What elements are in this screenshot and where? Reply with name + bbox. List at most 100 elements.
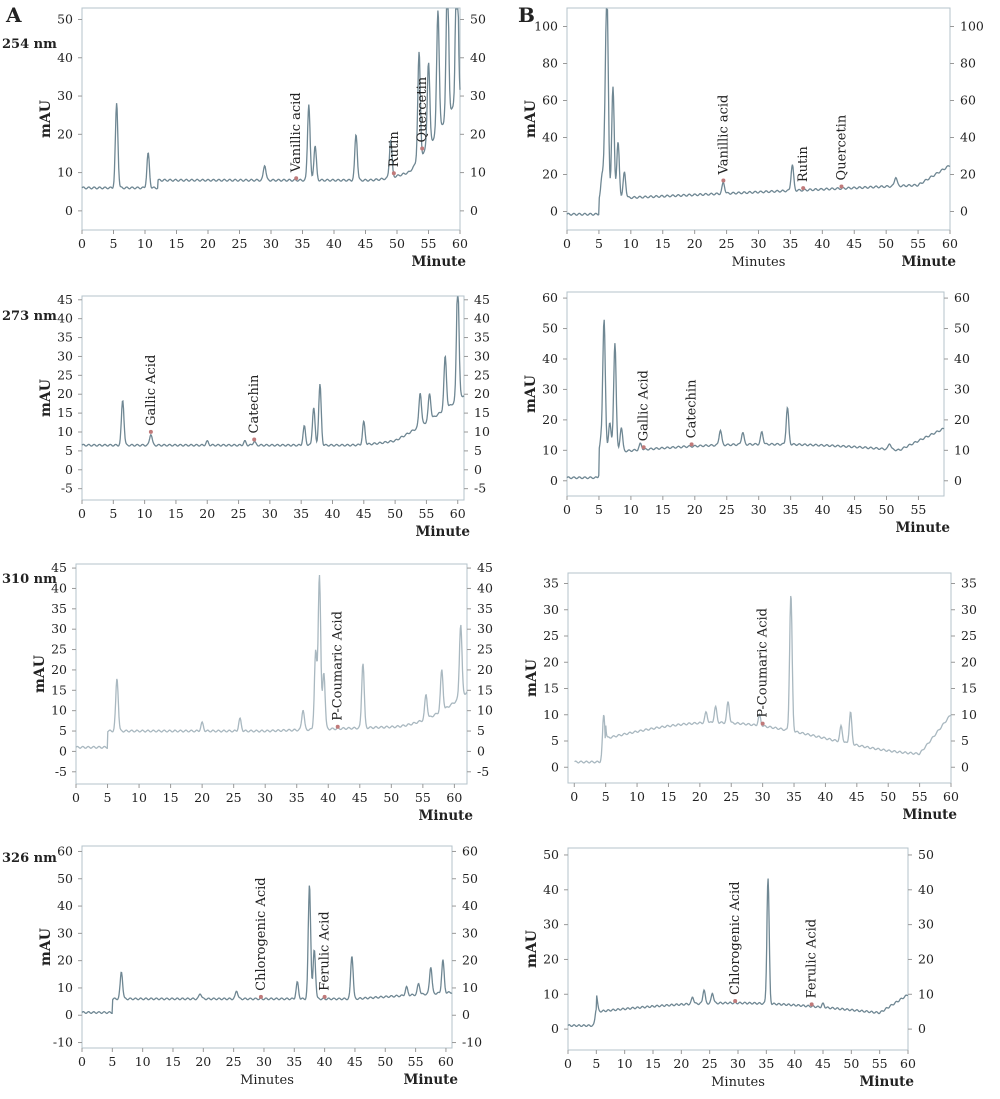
y-tick-label-right: 40 xyxy=(470,50,486,65)
x-tick-label: 55 xyxy=(408,1054,424,1069)
x-tick-label: 30 xyxy=(751,236,767,251)
x-tick-label: 5 xyxy=(109,506,117,521)
x-tick-label: 10 xyxy=(137,236,153,251)
y-axis-label: mAU xyxy=(38,379,54,417)
y-axis-label: mAU xyxy=(523,100,539,138)
x-tick-label: 20 xyxy=(692,789,708,804)
y-tick-label-left: 50 xyxy=(57,11,73,26)
y-tick-label-left: 10 xyxy=(543,986,559,1001)
x-tick-label: 40 xyxy=(817,789,833,804)
chart-B4: 0 5 10 15 20 25 30 35 40 45 50 55 60 0 0 10 10 20 20 30 30 40… xyxy=(524,847,934,1090)
x-tick-label: 55 xyxy=(910,236,926,251)
peak-annotation: Chlorogenic Acid xyxy=(728,882,743,995)
annotation-marker xyxy=(809,1002,814,1007)
peak-annotation: Vanillic acid xyxy=(716,95,731,176)
y-tick-label-right: 15 xyxy=(477,682,493,697)
y-tick-label-left: 10 xyxy=(57,424,73,439)
y-tick-label-left: 45 xyxy=(57,292,73,307)
y-tick-label-right: 25 xyxy=(474,367,490,382)
x-tick-label: 35 xyxy=(782,236,798,251)
y-axis-label: mAU xyxy=(38,928,54,966)
y-tick-label-right: 0 xyxy=(474,462,482,477)
y-tick-label-left: -5 xyxy=(55,764,67,779)
x-tick-label: 20 xyxy=(687,236,703,251)
x-tick-label: 25 xyxy=(702,1056,718,1071)
chromatogram-trace xyxy=(567,878,908,1028)
y-tick-label-left: 60 xyxy=(542,290,558,305)
x-tick-label: 35 xyxy=(293,506,309,521)
y-tick-label-left: 10 xyxy=(51,703,67,718)
x-tick-label: 55 xyxy=(421,236,437,251)
y-tick-label-right: 20 xyxy=(960,167,976,182)
y-tick-label-right: 15 xyxy=(474,405,490,420)
chromatogram-trace xyxy=(566,8,951,216)
y-tick-label-right: 20 xyxy=(470,126,486,141)
x-tick-label: 55 xyxy=(912,789,928,804)
y-tick-label-left: 40 xyxy=(57,50,73,65)
x-tick-label: 25 xyxy=(226,1054,242,1069)
y-tick-label-right: 40 xyxy=(954,351,970,366)
x-tick-label: 0 xyxy=(78,506,86,521)
y-tick-label-left: 30 xyxy=(543,602,559,617)
x-tick-label: 5 xyxy=(110,236,118,251)
x-tick-label: 40 xyxy=(814,236,830,251)
y-tick-label-right: -5 xyxy=(474,481,486,496)
y-tick-label-left: 10 xyxy=(57,165,73,180)
y-tick-label-left: 80 xyxy=(542,56,558,71)
y-tick-label-left: 10 xyxy=(542,442,558,457)
y-tick-label-left: 50 xyxy=(542,321,558,336)
annotation-marker xyxy=(689,442,694,447)
y-tick-label-left: 10 xyxy=(543,707,559,722)
x-tick-label: 35 xyxy=(758,1056,774,1071)
x-tick-label: 60 xyxy=(452,236,468,251)
panel-label-b: B xyxy=(518,3,535,27)
y-tick-label-right: 20 xyxy=(954,412,970,427)
x-tick-label: 15 xyxy=(163,790,179,805)
y-tick-label-left: 40 xyxy=(542,130,558,145)
y-tick-label-left: 40 xyxy=(542,351,558,366)
annotation-marker xyxy=(252,437,257,442)
x-tick-label: 25 xyxy=(723,789,739,804)
y-tick-label-right: 60 xyxy=(954,290,970,305)
x-tick-label: 50 xyxy=(377,1054,393,1069)
y-tick-label-right: 60 xyxy=(462,843,478,858)
y-tick-label-right: 45 xyxy=(474,292,490,307)
y-tick-label-right: 10 xyxy=(470,165,486,180)
y-tick-label-left: 40 xyxy=(543,882,559,897)
peak-annotation: Ferulic Acid xyxy=(318,911,333,990)
y-tick-label-left: 50 xyxy=(57,871,73,886)
x-tick-label: 50 xyxy=(880,789,896,804)
y-tick-label-left: 10 xyxy=(57,980,73,995)
y-tick-label-right: 20 xyxy=(477,662,493,677)
annotation-marker xyxy=(721,178,726,183)
wavelength-label-273: 273 nm xyxy=(2,309,57,324)
x-axis-label: Minute xyxy=(895,520,950,536)
x-tick-label: 35 xyxy=(289,790,305,805)
plot-frame xyxy=(566,291,945,497)
x-tick-label: 20 xyxy=(199,506,215,521)
chart-A4: 0 5 10 15 20 25 30 35 40 45 50 55 60 -10 -10 0 0 10 10 20 20… xyxy=(38,843,482,1088)
y-tick-label-right: 10 xyxy=(961,707,977,722)
y-tick-label-right: 25 xyxy=(961,628,977,643)
y-tick-label-right: 5 xyxy=(474,443,482,458)
y-tick-label-left: 30 xyxy=(57,348,73,363)
y-tick-label-left: 15 xyxy=(51,682,67,697)
chromatogram-trace xyxy=(81,296,465,447)
y-tick-label-right: 0 xyxy=(961,759,969,774)
x-axis-label: Minute xyxy=(859,1074,914,1090)
y-tick-label-right: 35 xyxy=(477,601,493,616)
x-tick-label: 60 xyxy=(900,1056,916,1071)
y-tick-label-right: 35 xyxy=(961,576,977,591)
peak-annotation: Gallic Acid xyxy=(637,370,652,441)
y-tick-label-right: 60 xyxy=(960,93,976,108)
x-axis-label-secondary: Minutes xyxy=(240,1073,294,1088)
y-axis-label: mAU xyxy=(524,659,540,697)
x-tick-label: 5 xyxy=(602,789,610,804)
y-tick-label-left: 20 xyxy=(542,412,558,427)
x-tick-label: 0 xyxy=(78,236,86,251)
chromatogram-trace xyxy=(566,319,945,480)
x-tick-label: 55 xyxy=(872,1056,888,1071)
x-tick-label: 40 xyxy=(325,506,341,521)
